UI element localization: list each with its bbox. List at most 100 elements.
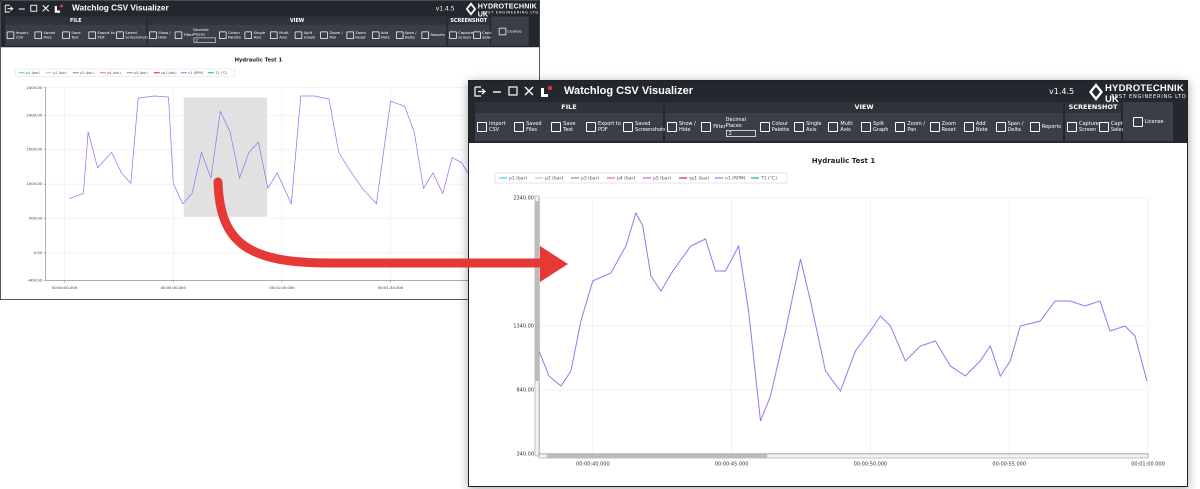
legend-label: n1 (RPM) — [725, 176, 746, 182]
toolbar-button[interactable]: Filter — [701, 122, 726, 132]
button-icon — [963, 122, 974, 132]
dropdown-label: Decimal Places — [193, 27, 209, 37]
button-label: Import CSV — [489, 121, 506, 133]
app-logo-dot — [60, 4, 63, 8]
toolbar-button[interactable]: Add Note — [963, 121, 996, 133]
horizontal-scrollbar — [538, 453, 1149, 459]
button-label: License — [1144, 118, 1164, 125]
button-icon — [371, 31, 380, 39]
chart: Hydraulic Test 1 p1 (bar) p2 (bar) p3 (bar)… — [494, 157, 1165, 468]
toolbar-button[interactable]: Single Axis — [244, 31, 271, 40]
legend-label: T1 (°C) — [214, 71, 228, 75]
toolbar-group: FILE Import CSV Saved Files Save Test Export… — [5, 16, 148, 46]
toolbar-button[interactable]: Capture Selection — [1098, 121, 1134, 133]
toolbar: FILE Import CSV Saved Files Save Test Export… — [0, 16, 540, 48]
button-icon — [421, 31, 429, 39]
x-tick-label: 00:00:50.000 — [854, 462, 888, 468]
button-icon — [667, 122, 677, 132]
button-label: Colour Palette — [771, 121, 790, 133]
legend-box — [15, 68, 235, 77]
toolbar-button[interactable]: Import CSV — [6, 30, 35, 40]
company-logo: HYDROTECHNIK UK — [477, 2, 537, 19]
toolbar-button[interactable]: Saved Files — [34, 30, 63, 40]
x-tick-label: 00:00:55.000 — [992, 462, 1026, 468]
toolbar-button[interactable]: Zoom Reset — [929, 121, 964, 133]
exit-icon — [4, 4, 14, 13]
button-label: Import CSV — [15, 30, 29, 40]
logo-mark — [465, 2, 477, 16]
toolbar-button[interactable]: Span / Delta — [395, 31, 422, 40]
toolbar-button[interactable]: Save Test — [551, 121, 586, 133]
button-icon — [34, 31, 43, 39]
toolbar-button[interactable]: Multi Axis — [828, 121, 861, 133]
toolbar-button[interactable]: Zoom / Pan — [895, 121, 929, 133]
toolbar-button[interactable]: Export to PDF — [88, 31, 116, 40]
button-icon — [1098, 122, 1109, 132]
toolbar-button[interactable]: Capture Screen — [1067, 121, 1099, 133]
toolbar-button[interactable]: Multi Axis — [270, 31, 294, 40]
button-label: Add Note — [975, 121, 988, 133]
y-tick-label: -400.00 — [28, 279, 43, 283]
toolbar-button[interactable]: Saved Files — [514, 121, 551, 133]
toolbar-button[interactable]: Zoom / Pan — [320, 31, 346, 40]
toolbar-button[interactable]: Split Graph — [861, 121, 895, 133]
exit-icon — [474, 86, 486, 97]
toolbar-group: FILE Import CSV Saved Files Save Test Export… — [475, 102, 666, 141]
license-button[interactable]: License — [1132, 116, 1164, 127]
company-logo: HYDROTECHNIK UK — [1105, 83, 1184, 105]
toolbar-button[interactable]: Zoom Reset — [346, 31, 372, 40]
toolbar-button[interactable]: Saved Screenshots — [116, 31, 148, 40]
toolbar-button[interactable]: Split Graph — [294, 30, 321, 40]
toolbar-button[interactable]: Reports — [421, 31, 445, 39]
legend-label: sp1 (bar) — [161, 71, 177, 75]
button-label: Split Graph — [873, 121, 889, 133]
button-icon — [449, 31, 457, 39]
group-row: Show / Hide Filter Decimal Places 2 Colour P… — [665, 113, 1063, 141]
toolbar-button[interactable]: Filter — [174, 31, 193, 39]
toolbar-button[interactable]: Colour Palette — [759, 121, 794, 133]
button-label: Reports — [1041, 124, 1062, 130]
toolbar-button[interactable]: Capture Selection — [473, 31, 499, 40]
button-icon — [473, 31, 481, 39]
button-icon — [88, 31, 96, 39]
y-tick-label: 2400.00 — [26, 86, 42, 90]
maximize-icon — [30, 4, 38, 12]
y-tick-label: 0.00 — [34, 251, 43, 255]
toolbar-button[interactable]: Capture Screen — [449, 31, 473, 40]
license-button[interactable]: License — [498, 27, 522, 35]
toolbar-button[interactable]: Show / Hide — [667, 121, 701, 133]
toolbar-button[interactable]: Show / Hide — [149, 31, 175, 40]
button-icon — [759, 122, 770, 132]
button-label: Saved Files — [43, 30, 56, 40]
button-icon — [62, 31, 70, 39]
y-tick-label: 340.00 — [517, 452, 535, 458]
button-label: Zoom / Pan — [907, 121, 926, 133]
toolbar-button[interactable]: Colour Palette — [218, 30, 245, 40]
toolbar-button[interactable]: Span / Delta — [995, 121, 1030, 133]
group-header: SCREENSHOT — [447, 16, 490, 25]
y-tick-label: 1500.00 — [26, 148, 42, 152]
button-label: Capture Selection — [482, 30, 499, 40]
toolbar-button[interactable]: Single Axis — [794, 121, 828, 133]
toolbar-button[interactable]: Saved Screenshots — [623, 121, 666, 133]
series-line — [538, 211, 1148, 422]
button-icon — [395, 31, 404, 39]
toolbar-button[interactable]: Import CSV — [477, 121, 514, 133]
decimal-dropdown[interactable]: Decimal Places 2 — [725, 117, 760, 137]
group-row: Import CSV Saved Files Save Test Export to … — [475, 113, 666, 141]
button-icon — [346, 31, 354, 39]
company-logo-subtitle: TEST ENGINEERING LTD — [482, 10, 539, 16]
toolbar-button[interactable]: Reports — [1029, 122, 1062, 132]
toolbar-button[interactable]: Add Note — [371, 30, 396, 40]
x-tick-label: 00:01:30.000 — [378, 286, 404, 290]
button-label: Add Note — [380, 30, 390, 40]
toolbar-button[interactable]: Export to PDF — [585, 121, 623, 133]
legend-label: p1 (bar) — [509, 176, 527, 182]
decimal-dropdown[interactable]: Decimal Places 2 — [193, 28, 219, 43]
button-label: Capture Screen — [1079, 121, 1099, 133]
button-label: Split Graph — [303, 30, 316, 40]
app-logo — [541, 88, 548, 97]
button-label: Colour Palette — [227, 30, 241, 40]
button-icon — [551, 122, 562, 132]
toolbar-button[interactable]: Save Test — [62, 31, 88, 40]
